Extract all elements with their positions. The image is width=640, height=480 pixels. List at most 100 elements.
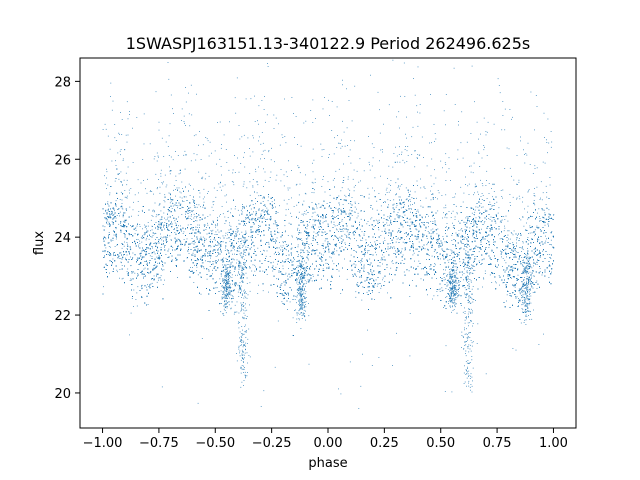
data-point <box>355 274 356 276</box>
data-point <box>188 246 189 248</box>
data-point <box>153 275 155 277</box>
data-point <box>382 279 383 281</box>
data-point <box>194 200 195 201</box>
data-point <box>528 281 530 282</box>
data-point <box>315 236 317 238</box>
data-point <box>422 234 424 236</box>
data-point <box>172 202 173 204</box>
data-point <box>138 246 139 248</box>
data-point <box>384 281 386 282</box>
data-point <box>358 285 360 286</box>
data-point <box>280 249 282 251</box>
data-point <box>506 282 508 283</box>
data-point <box>232 253 233 255</box>
data-point <box>121 278 123 280</box>
data-point <box>186 238 188 240</box>
data-point <box>246 283 248 284</box>
data-point <box>312 274 314 275</box>
data-point <box>344 233 346 235</box>
data-point <box>107 223 109 225</box>
data-point <box>215 287 217 289</box>
data-point <box>345 244 346 245</box>
data-point <box>421 240 423 242</box>
data-point <box>175 223 177 225</box>
data-point <box>454 281 456 282</box>
data-point <box>534 231 536 232</box>
data-point <box>464 225 466 227</box>
data-point <box>382 277 384 279</box>
data-point <box>458 230 460 231</box>
data-point <box>403 271 405 273</box>
data-point <box>540 244 541 246</box>
data-point <box>297 251 299 253</box>
data-point <box>301 220 303 221</box>
data-point <box>323 264 324 266</box>
data-point <box>489 274 491 276</box>
data-point <box>505 262 507 264</box>
data-point <box>179 196 181 198</box>
data-point <box>428 226 429 228</box>
data-point <box>360 239 361 241</box>
data-point <box>113 234 115 236</box>
data-point <box>181 214 183 215</box>
data-point <box>356 275 357 277</box>
data-point <box>141 209 143 211</box>
data-point <box>397 216 399 218</box>
data-point <box>111 210 112 212</box>
data-point <box>361 261 363 262</box>
data-point <box>224 235 226 237</box>
data-point <box>297 246 299 248</box>
data-point <box>245 249 247 251</box>
data-point <box>298 299 300 301</box>
data-point <box>202 256 203 258</box>
data-point <box>254 264 256 266</box>
data-point <box>328 248 330 250</box>
data-point <box>341 219 343 220</box>
data-point <box>336 250 338 252</box>
data-point <box>123 245 125 247</box>
data-point <box>298 293 300 295</box>
data-point <box>511 277 512 279</box>
data-point <box>356 283 358 285</box>
data-point <box>174 228 175 229</box>
data-point <box>226 271 228 272</box>
data-point <box>340 293 342 294</box>
data-point <box>382 259 384 261</box>
data-point <box>374 284 376 286</box>
data-point <box>371 273 372 275</box>
data-point <box>503 230 505 232</box>
data-point <box>137 239 139 240</box>
data-point <box>514 246 515 247</box>
data-point <box>499 221 501 223</box>
data-point <box>483 277 484 279</box>
data-point <box>543 217 545 219</box>
data-point <box>282 268 284 270</box>
data-point <box>517 274 519 276</box>
data-point <box>473 214 475 215</box>
data-point <box>205 217 206 219</box>
data-point <box>146 286 147 288</box>
data-point <box>243 234 245 235</box>
data-point <box>111 221 113 223</box>
data-point <box>384 240 386 241</box>
data-point <box>198 214 200 215</box>
data-point <box>249 181 251 183</box>
data-point <box>160 275 162 277</box>
data-point <box>354 211 356 213</box>
data-point <box>283 242 284 244</box>
data-point <box>251 226 252 228</box>
data-point <box>437 243 438 244</box>
data-point <box>550 258 552 259</box>
data-point <box>319 264 320 265</box>
data-point <box>417 238 419 240</box>
data-point <box>431 242 432 243</box>
data-point <box>268 246 270 248</box>
data-point <box>432 238 434 240</box>
data-point <box>504 259 506 261</box>
data-point <box>378 292 380 293</box>
data-point <box>490 228 491 230</box>
data-point <box>339 204 340 206</box>
data-point <box>157 257 159 258</box>
data-point <box>458 233 460 235</box>
data-point <box>507 234 509 236</box>
